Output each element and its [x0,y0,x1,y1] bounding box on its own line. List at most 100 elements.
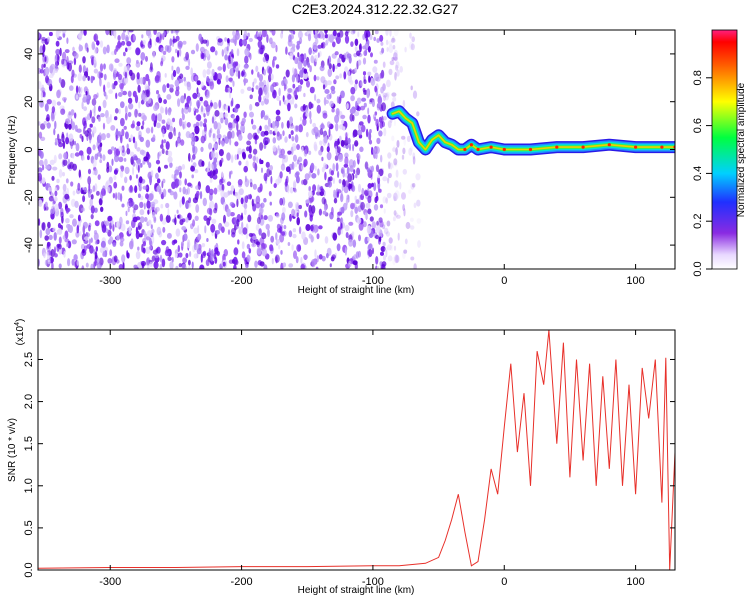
noise-speck [247,214,252,223]
noise-speck [392,44,396,50]
noise-speck [145,193,149,200]
noise-speck [259,183,263,192]
noise-speck [267,117,271,127]
noise-speck [134,140,138,150]
noise-speck [114,116,118,121]
noise-speck [193,110,196,116]
noise-speck [236,48,240,57]
noise-speck [292,30,296,35]
noise-speck [392,145,396,153]
noise-speck [120,237,125,242]
noise-speck [181,164,186,170]
noise-speck [231,228,236,235]
noise-speck [377,174,381,179]
noise-speck [94,251,98,260]
noise-speck [215,230,221,235]
noise-speck [251,198,254,207]
noise-speck [167,107,172,113]
noise-speck [89,198,93,207]
noise-speck [386,192,392,199]
noise-speck [210,46,216,53]
noise-speck [383,254,386,261]
noise-speck [201,252,206,259]
noise-speck [367,71,372,76]
noise-speck [171,174,174,179]
noise-speck [254,139,258,145]
noise-speck [270,235,275,243]
noise-speck [72,46,75,52]
noise-speck [162,226,166,233]
noise-speck [173,131,177,137]
noise-speck [339,94,342,102]
noise-speck [119,216,123,226]
noise-speck [68,111,72,116]
noise-speck [357,250,361,258]
noise-speck [92,185,96,193]
noise-speck [82,75,86,82]
noise-speck [62,97,67,102]
noise-speck [370,52,373,58]
noise-speck [415,173,421,181]
noise-speck [267,229,270,237]
noise-speck [296,43,300,50]
noise-speck [226,181,232,186]
noise-speck [412,152,416,160]
noise-speck [176,209,179,214]
noise-speck [39,69,44,74]
noise-speck [382,116,388,121]
noise-speck [174,169,180,176]
noise-speck [292,83,296,89]
noise-speck [90,205,95,214]
noise-speck [360,201,365,211]
noise-speck [329,100,334,108]
noise-speck [228,63,233,69]
noise-speck [220,157,224,163]
noise-speck [333,189,336,195]
noise-speck [264,140,268,145]
noise-speck [395,169,399,178]
noise-speck [367,114,371,124]
noise-speck [412,156,416,165]
noise-speck [221,49,224,57]
noise-speck [366,89,370,99]
noise-speck [83,30,87,36]
noise-speck [303,53,307,60]
noise-speck [330,170,334,176]
noise-speck [83,106,88,112]
noise-speck [363,189,368,196]
noise-speck [333,197,338,204]
noise-speck [106,81,111,89]
noise-speck [137,193,141,199]
noise-speck [117,73,123,81]
noise-speck [310,259,316,268]
noise-speck [354,67,357,73]
noise-speck [316,104,321,114]
noise-speck [321,156,324,162]
noise-speck [214,247,219,255]
noise-speck [224,37,228,42]
noise-speck [268,190,272,197]
noise-speck [132,154,138,161]
noise-speck [47,36,50,43]
noise-speck [395,147,398,156]
noise-speck [154,206,160,212]
noise-speck [48,195,54,202]
noise-speck [291,43,296,49]
noise-speck [191,174,194,179]
noise-speck [294,103,298,109]
noise-speck [142,39,146,46]
noise-speck [213,157,218,164]
noise-speck [241,251,246,259]
noise-speck [396,140,400,148]
noise-speck [203,113,206,118]
noise-speck [49,73,54,79]
noise-speck [311,173,317,179]
noise-speck [229,67,235,77]
noise-speck [156,226,162,236]
noise-speck [238,160,242,166]
noise-speck [78,43,81,52]
noise-speck [375,164,380,173]
noise-speck [120,117,125,127]
noise-speck [289,186,294,194]
noise-speck [70,75,74,84]
